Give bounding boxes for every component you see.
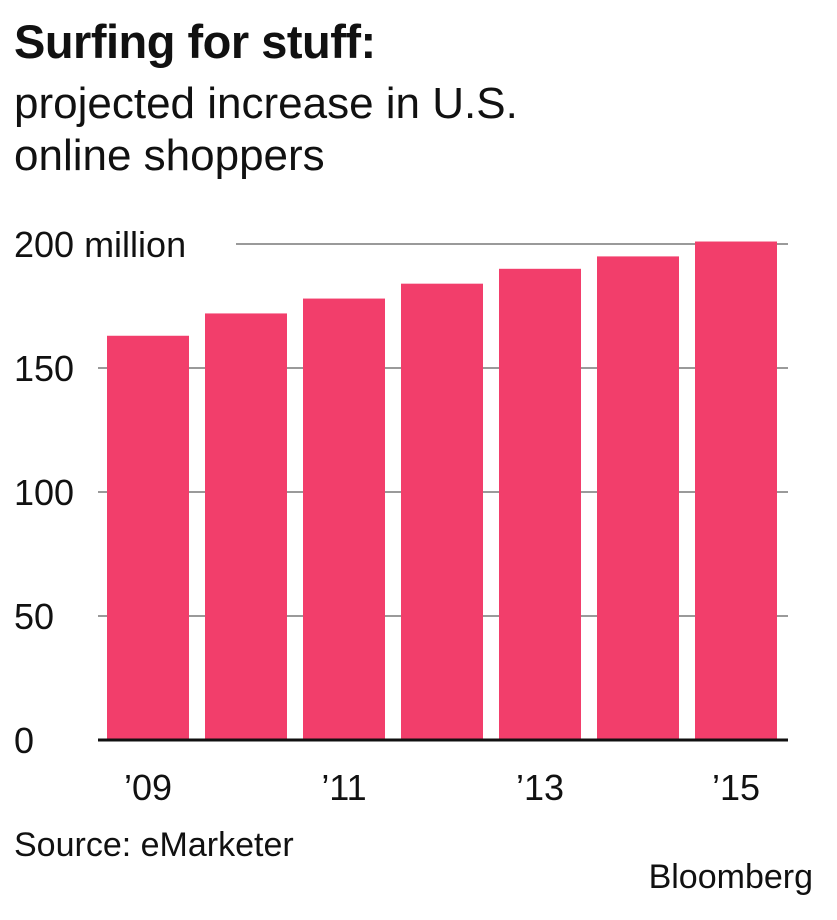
y-tick-label: 50 — [14, 596, 54, 637]
chart-subtitle: projected increase in U.S. online shoppe… — [14, 79, 518, 180]
x-tick-label: ’13 — [516, 767, 564, 808]
y-tick-label: 200 million — [14, 224, 186, 265]
y-tick-label: 0 — [14, 720, 34, 761]
x-tick-label: ’15 — [712, 767, 760, 808]
bar-2009 — [107, 335, 189, 740]
bars — [107, 241, 777, 740]
y-tick-label: 150 — [14, 348, 74, 389]
chart-title: Surfing for stuff: — [14, 15, 376, 68]
bar-2015 — [695, 241, 777, 740]
bar-2010 — [205, 313, 287, 740]
credit-logo: Bloomberg — [648, 858, 813, 896]
bar-2011 — [303, 298, 385, 740]
bar-2014 — [597, 256, 679, 740]
x-axis-tick-labels: ’09 ’11 ’13 ’15 — [124, 767, 760, 808]
x-tick-label: ’09 — [124, 767, 172, 808]
bar-2013 — [499, 268, 581, 740]
source-note: Source: eMarketer — [14, 826, 294, 864]
y-tick-label: 100 — [14, 472, 74, 513]
x-tick-label: ’11 — [321, 767, 366, 808]
y-axis-tick-labels: 0 50 100 150 200 million — [14, 224, 186, 761]
bar-2012 — [401, 283, 483, 740]
